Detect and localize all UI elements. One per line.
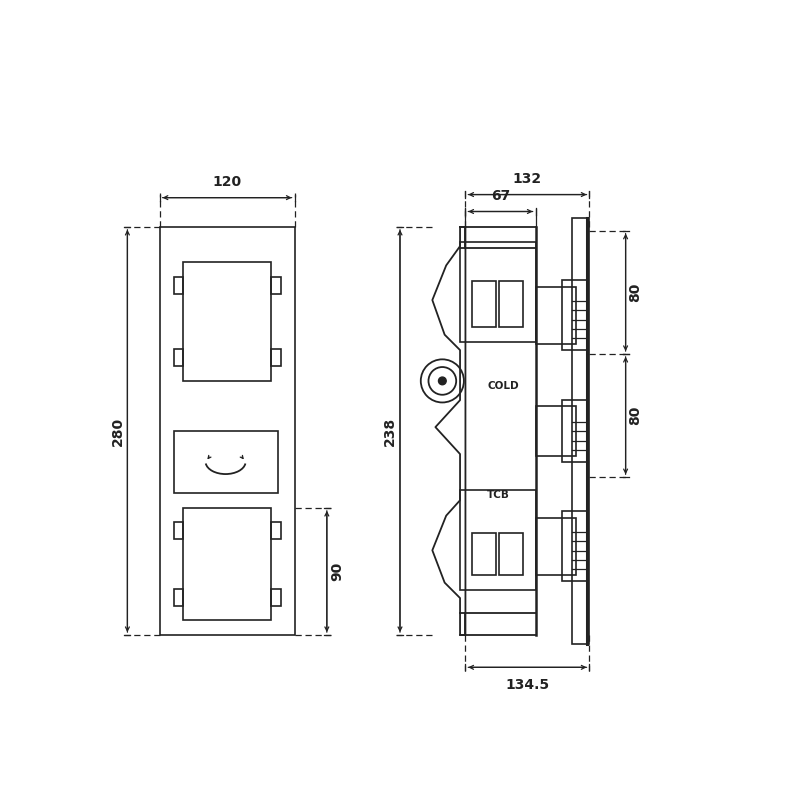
Text: COLD: COLD: [487, 381, 518, 390]
Bar: [460, 242, 535, 342]
Bar: [472, 281, 496, 327]
Bar: [535, 518, 575, 575]
Text: 90: 90: [330, 562, 344, 581]
Text: 134.5: 134.5: [506, 678, 550, 692]
Bar: [572, 218, 590, 644]
Bar: [271, 349, 281, 366]
Bar: [535, 406, 575, 456]
Bar: [174, 522, 183, 538]
Bar: [498, 533, 523, 575]
Text: 80: 80: [629, 282, 642, 302]
Text: 80: 80: [629, 406, 642, 426]
Bar: [472, 533, 496, 575]
Text: 280: 280: [110, 416, 125, 446]
Bar: [183, 508, 271, 619]
Text: 120: 120: [213, 175, 242, 189]
Text: 132: 132: [513, 172, 542, 186]
Bar: [562, 400, 587, 462]
Bar: [174, 431, 278, 493]
Bar: [460, 490, 535, 590]
Text: 67: 67: [491, 189, 510, 203]
Bar: [183, 262, 271, 381]
Bar: [174, 277, 183, 294]
Bar: [562, 281, 587, 350]
Bar: [535, 286, 575, 344]
Bar: [498, 281, 523, 327]
Text: 238: 238: [383, 416, 397, 446]
Bar: [174, 349, 183, 366]
Bar: [271, 277, 281, 294]
Circle shape: [438, 377, 446, 385]
Bar: [271, 522, 281, 538]
Bar: [174, 589, 183, 606]
Bar: [562, 511, 587, 582]
Bar: [271, 589, 281, 606]
Bar: [160, 227, 294, 635]
Text: TCB: TCB: [487, 490, 510, 500]
